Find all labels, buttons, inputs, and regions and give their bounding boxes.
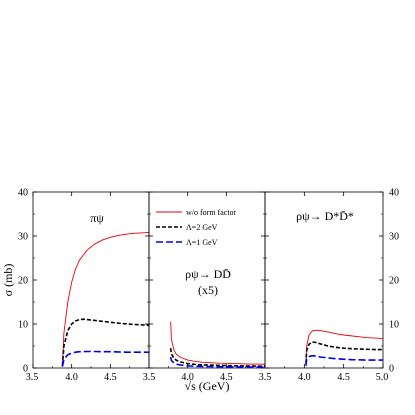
x-tick-label: 4.0	[65, 372, 78, 383]
series-line	[305, 341, 383, 364]
series-line	[61, 350, 149, 367]
panel-1: 3.5 4.0 4.5 3.5 πψ	[26, 191, 156, 383]
series-line	[305, 329, 384, 364]
y-tick-label: 30	[389, 232, 399, 243]
legend-item: Λ=1 GeV	[156, 238, 218, 247]
legend-label: Λ=1 GeV	[186, 238, 218, 247]
legend: w/o form factor Λ=2 GeV Λ=1 GeV	[156, 208, 237, 247]
y-axis-title: σ (mb)	[1, 264, 15, 297]
x-tick-label: 4.0	[298, 372, 311, 383]
y-tick-labels-right: 0 10 20 30 40	[389, 188, 399, 375]
series-line	[305, 354, 383, 366]
series-line	[169, 348, 266, 368]
y-tick-label: 20	[389, 276, 399, 287]
panel-sublabel: (x5)	[198, 283, 218, 297]
panel-2: 4.0 4.5 3.5 ρψ→ DD̄ (x5)	[148, 191, 272, 383]
x-tick-label: 4.5	[104, 372, 117, 383]
legend-item: w/o form factor	[156, 208, 237, 217]
y-tick-label: 40	[389, 188, 399, 199]
legend-label: w/o form factor	[186, 208, 237, 217]
y-tick-label: 10	[389, 320, 399, 331]
y-tick-label: 30	[18, 232, 28, 243]
y-tick-label: 0	[389, 364, 394, 375]
series-line	[61, 232, 150, 366]
x-tick-label: 4.5	[337, 372, 350, 383]
series-line	[169, 356, 265, 368]
y-tick-label: 40	[18, 188, 28, 199]
x-tick-label: 5.0	[376, 372, 389, 383]
x-tick-label: 4.0	[181, 372, 194, 383]
panels-group: 3.5 4.0 4.5 3.5 πψ 4.0 4.5 3.5 ρψ→ DD̄ (x5) 4.0 4.5…	[18, 188, 399, 384]
y-tick-labels-left: 0 10 20 30 40	[18, 188, 28, 375]
series-line	[170, 321, 266, 365]
panel-3: 4.0 4.5 5.0 ρψ→ D*D̄*	[264, 191, 389, 383]
y-tick-label: 20	[18, 276, 28, 287]
x-axis-title: √s (GeV)	[185, 379, 230, 393]
series-line	[61, 318, 150, 366]
legend-label: Λ=2 GeV	[186, 223, 218, 232]
x-tick-label: 3.5	[259, 372, 272, 383]
panel-label: ρψ→ DD̄	[185, 267, 231, 281]
panel-label: ρψ→ D*D̄*	[296, 209, 354, 223]
x-tick-label: 3.5	[143, 372, 156, 383]
legend-item: Λ=2 GeV	[156, 223, 218, 232]
x-tick-label: 4.5	[220, 372, 233, 383]
panel-label: πψ	[90, 211, 104, 225]
y-tick-label: 0	[23, 364, 28, 375]
x-tick-label: 3.5	[26, 372, 39, 383]
y-tick-label: 10	[18, 320, 28, 331]
